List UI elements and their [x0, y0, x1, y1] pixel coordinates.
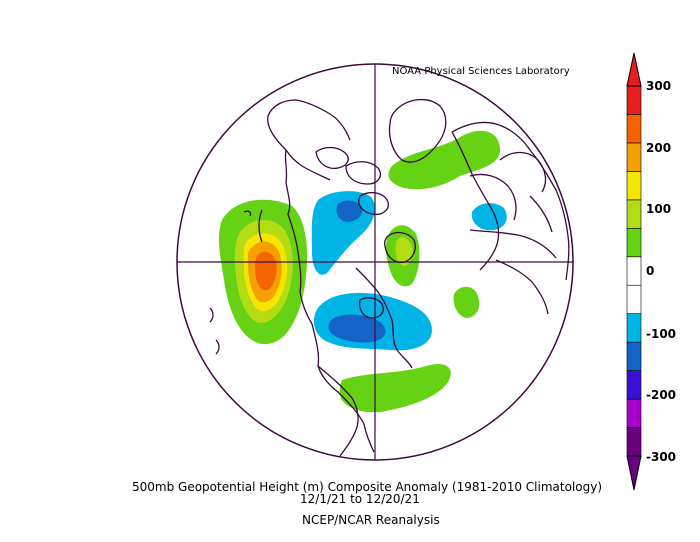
data-source: NCEP/NCAR Reanalysis [302, 513, 440, 527]
colorbar-tick-m300: -300 [646, 450, 677, 464]
colorbar-segment [626, 341, 642, 371]
colorbar-segment [626, 228, 642, 258]
colorbar-tick-m100: -100 [646, 327, 677, 341]
colorbar-tick-0: 0 [646, 264, 655, 278]
colorbar-tick-m200: -200 [646, 388, 677, 402]
polar-map [176, 63, 574, 461]
colorbar-tick-200: 200 [646, 141, 672, 155]
colorbar-segment [626, 142, 642, 172]
hudson-bay-high-anomaly [385, 225, 420, 287]
colorbar-bottom-arrow [626, 455, 642, 491]
north-pacific-ridge-anomaly [218, 199, 308, 345]
eastern-us-high-anomaly [340, 363, 451, 413]
greenland-outline [388, 99, 447, 163]
colorbar-tick-300: 300 [646, 79, 672, 93]
colorbar-segment [626, 256, 642, 286]
colorbar-segment [626, 370, 642, 400]
colorbar-segment [626, 398, 642, 428]
western-canada-trough-anomaly [311, 191, 375, 275]
north-america-outline [284, 149, 375, 453]
siberia-high-anomaly [388, 130, 500, 190]
map-title: 500mb Geopotential Height (m) Composite … [132, 480, 603, 494]
coastlines [209, 99, 570, 457]
colorbar-segment [626, 171, 642, 201]
colorbar-segment [626, 114, 642, 144]
colorbar-segment [626, 284, 642, 314]
colorbar-top-arrow [626, 52, 642, 87]
anomaly-layer [218, 130, 507, 413]
central-trough-anomaly [313, 292, 432, 351]
colorbar-segment [626, 313, 642, 343]
colorbar-segment [626, 427, 642, 457]
colorbar-tick-100: 100 [646, 202, 672, 216]
date-range: 12/1/21 to 12/20/21 [300, 492, 420, 506]
colorbar-segment [626, 199, 642, 229]
colorbar-segment [626, 85, 642, 115]
north-atlantic-high-anomaly [453, 286, 480, 318]
credit-label: NOAA Physical Sciences Laboratory [392, 66, 570, 77]
